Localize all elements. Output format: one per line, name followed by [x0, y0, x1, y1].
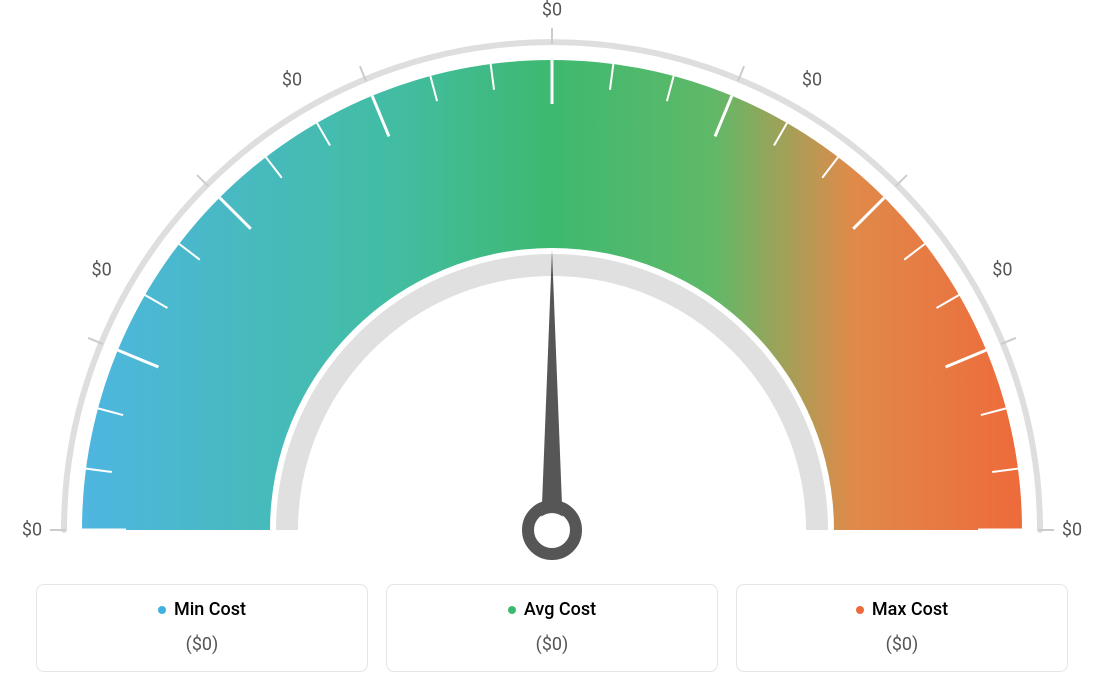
gauge-tick-label: $0	[92, 260, 112, 281]
legend-value-avg: ($0)	[397, 634, 707, 655]
legend-text-avg: Avg Cost	[524, 599, 596, 620]
legend-dot-avg	[508, 606, 516, 614]
legend-card-avg: Avg Cost ($0)	[386, 584, 718, 673]
gauge-tick-label: $0	[22, 520, 42, 541]
legend-text-min: Min Cost	[174, 599, 246, 620]
gauge-tick-label: $0	[802, 69, 822, 90]
legend-value-min: ($0)	[47, 634, 357, 655]
legend-text-max: Max Cost	[872, 599, 948, 620]
legend-row: Min Cost ($0) Avg Cost ($0) Max Cost ($0…	[36, 584, 1068, 673]
gauge-tick-label: $0	[1062, 520, 1082, 541]
legend-label-avg: Avg Cost	[508, 599, 596, 620]
legend-value-max: ($0)	[747, 634, 1057, 655]
legend-label-min: Min Cost	[158, 599, 246, 620]
gauge-tick-label: $0	[992, 260, 1012, 281]
gauge-svg	[0, 0, 1104, 560]
gauge-tick-label: $0	[282, 69, 302, 90]
legend-card-min: Min Cost ($0)	[36, 584, 368, 673]
legend-label-max: Max Cost	[856, 599, 948, 620]
gauge-tick-label: $0	[542, 0, 562, 21]
gauge-chart-container: $0 $0 $0 $0 $0 $0 $0 Min Cost ($0) Avg Cost ($…	[0, 0, 1104, 690]
gauge-area: $0 $0 $0 $0 $0 $0 $0	[0, 0, 1104, 560]
legend-dot-max	[856, 606, 864, 614]
legend-card-max: Max Cost ($0)	[736, 584, 1068, 673]
legend-dot-min	[158, 606, 166, 614]
